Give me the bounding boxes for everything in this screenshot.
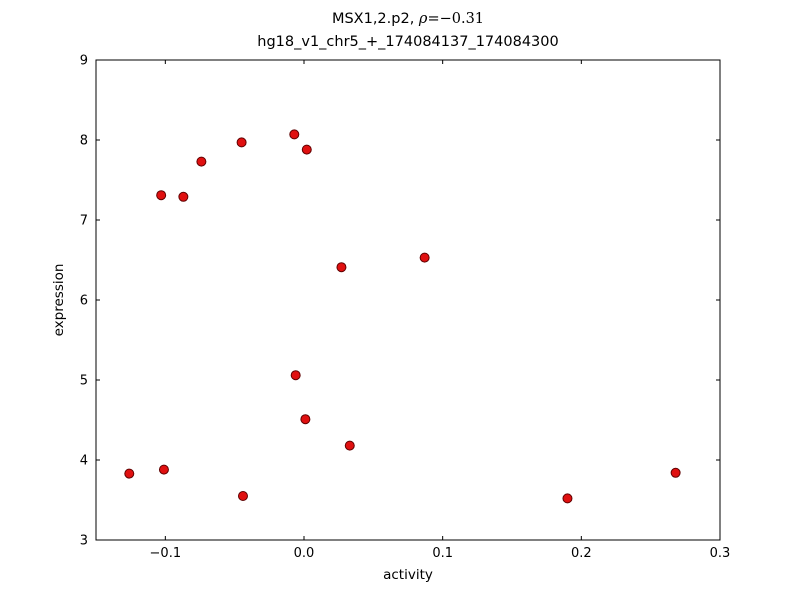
- x-tick-label: 0.2: [571, 546, 592, 561]
- y-tick-label: 7: [80, 214, 88, 229]
- data-point: [301, 144, 312, 155]
- data-point: [289, 129, 300, 140]
- data-point: [344, 440, 355, 451]
- rho-symbol: ρ: [418, 11, 428, 27]
- x-tick-label: 0.1: [432, 546, 453, 561]
- x-tick-label: 0.0: [294, 546, 315, 561]
- data-point: [336, 262, 347, 273]
- data-point: [196, 156, 207, 167]
- axis-ticks: −0.1 0.0 0.1 0.2 0.3 3 4 5 6 7 8 9: [80, 54, 731, 562]
- x-axis-label: activity: [383, 567, 433, 583]
- y-axis-label: expression: [51, 264, 67, 337]
- x-tick-label: 0.3: [710, 546, 731, 561]
- data-point: [124, 468, 135, 479]
- y-tick-label: 9: [80, 54, 88, 69]
- data-point: [178, 191, 189, 202]
- data-point: [236, 137, 247, 148]
- data-point: [419, 252, 430, 263]
- y-tick-label: 4: [80, 454, 88, 469]
- data-point: [156, 190, 167, 201]
- data-point: [670, 467, 681, 478]
- y-tick-label: 8: [80, 134, 88, 149]
- data-point: [237, 491, 248, 501]
- data-point: [158, 464, 169, 475]
- y-tick-label: 3: [80, 534, 88, 549]
- rho-value: =−0.31: [427, 11, 484, 27]
- data-point: [300, 414, 311, 425]
- plot-frame: [95, 59, 721, 541]
- data-points: [124, 129, 681, 504]
- y-tick-label: 5: [80, 374, 88, 389]
- x-tick-label: −0.1: [150, 546, 182, 561]
- data-point: [290, 370, 301, 381]
- chart-subtitle: hg18_v1_chr5_+_174084137_174084300: [257, 34, 558, 50]
- chart-title: MSX1,2.p2, ρ=−0.31: [332, 11, 484, 27]
- y-tick-label: 6: [80, 294, 88, 309]
- data-point: [562, 493, 573, 504]
- chart-title-prefix: MSX1,2.p2,: [332, 11, 419, 27]
